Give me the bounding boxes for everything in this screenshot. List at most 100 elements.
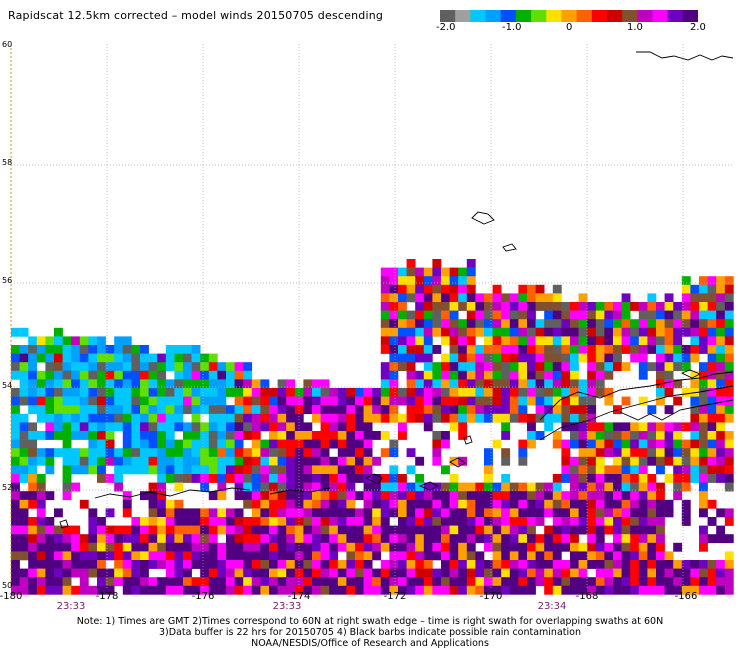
wind-cell	[389, 551, 399, 561]
wind-cell	[208, 422, 218, 432]
lat-label: 58	[2, 158, 13, 167]
wind-cell	[432, 431, 442, 440]
wind-cell	[389, 585, 399, 595]
wind-cell	[45, 517, 55, 526]
wind-cell	[389, 345, 399, 354]
wind-cell	[561, 525, 571, 535]
wind-cell	[303, 396, 313, 406]
wind-cell	[552, 551, 562, 561]
wind-cell	[621, 362, 631, 372]
wind-cell	[518, 577, 528, 587]
wind-cell	[97, 448, 106, 458]
wind-cell	[88, 362, 98, 372]
wind-cell	[157, 577, 167, 587]
wind-cell	[148, 465, 158, 475]
wind-cell	[389, 508, 399, 518]
wind-cell	[561, 568, 571, 578]
wind-cell	[320, 534, 330, 544]
wind-cell	[122, 396, 132, 406]
wind-cell	[544, 362, 554, 372]
wind-cell	[97, 422, 106, 432]
wind-cell	[501, 396, 511, 406]
wind-cell	[656, 439, 665, 449]
wind-cell	[71, 413, 81, 423]
wind-cell	[441, 517, 450, 526]
wind-cell	[509, 517, 519, 526]
wind-cell	[527, 422, 536, 432]
wind-cell	[527, 482, 536, 492]
wind-cell	[604, 396, 614, 406]
wind-cell	[11, 491, 20, 501]
wind-cell	[707, 362, 717, 372]
wind-cell	[664, 499, 674, 509]
wind-cell	[613, 362, 622, 372]
wind-cell	[570, 474, 579, 483]
wind-cell	[501, 379, 511, 389]
wind-cell	[28, 534, 38, 544]
wind-cell	[604, 422, 614, 432]
wind-cell	[277, 508, 287, 518]
wind-cell	[217, 542, 227, 552]
wind-cell	[329, 542, 339, 552]
wind-cell	[97, 353, 106, 363]
coastline	[539, 385, 734, 441]
wind-cell	[97, 517, 106, 526]
wind-cell	[36, 388, 46, 397]
wind-cell	[656, 310, 665, 320]
wind-cell	[690, 345, 700, 354]
wind-cell	[681, 276, 691, 286]
wind-cell	[389, 542, 399, 552]
wind-cell	[501, 448, 511, 458]
wind-cell	[716, 474, 726, 483]
wind-cell	[62, 474, 72, 483]
wind-cell	[269, 585, 278, 595]
wind-cell	[45, 456, 55, 466]
wind-cell	[54, 413, 63, 423]
lat-label: 56	[2, 276, 13, 285]
wind-cell	[415, 302, 425, 311]
wind-cell	[621, 560, 631, 569]
wind-cell	[484, 456, 493, 466]
wind-cell	[183, 353, 192, 363]
wind-cell	[380, 276, 390, 286]
wind-cell	[183, 362, 192, 372]
wind-cell	[363, 568, 373, 578]
wind-cell	[346, 413, 356, 423]
wind-cell	[157, 585, 167, 595]
wind-cell	[389, 302, 399, 311]
wind-cell	[329, 499, 339, 509]
wind-cell	[174, 534, 184, 544]
wind-cell	[226, 474, 235, 483]
wind-cell	[673, 482, 683, 492]
wind-cell	[613, 508, 622, 518]
wind-cell	[260, 396, 270, 406]
wind-cell	[45, 585, 55, 595]
wind-cell	[466, 551, 476, 561]
wind-cell	[432, 585, 442, 595]
wind-cell	[329, 474, 339, 483]
wind-cell	[174, 345, 184, 354]
wind-cell	[320, 517, 330, 526]
wind-cell	[140, 439, 149, 449]
wind-cell	[380, 577, 390, 587]
wind-cell	[690, 319, 700, 329]
wind-cell	[466, 293, 476, 303]
wind-cell	[561, 379, 571, 389]
wind-cell	[45, 405, 55, 415]
wind-cell	[148, 577, 158, 587]
wind-cell	[587, 353, 597, 363]
wind-cell	[647, 448, 657, 458]
wind-cell	[11, 551, 20, 561]
wind-cell	[131, 577, 141, 587]
wind-cell	[647, 474, 657, 483]
wind-cell	[28, 422, 38, 432]
wind-cell	[312, 405, 321, 415]
wind-cell	[681, 448, 691, 458]
wind-cell	[484, 362, 493, 372]
wind-cell	[260, 525, 270, 535]
wind-cell	[561, 448, 571, 458]
wind-cell	[157, 456, 167, 466]
wind-cell	[466, 508, 476, 518]
wind-cell	[699, 336, 708, 346]
wind-cell	[475, 293, 485, 303]
